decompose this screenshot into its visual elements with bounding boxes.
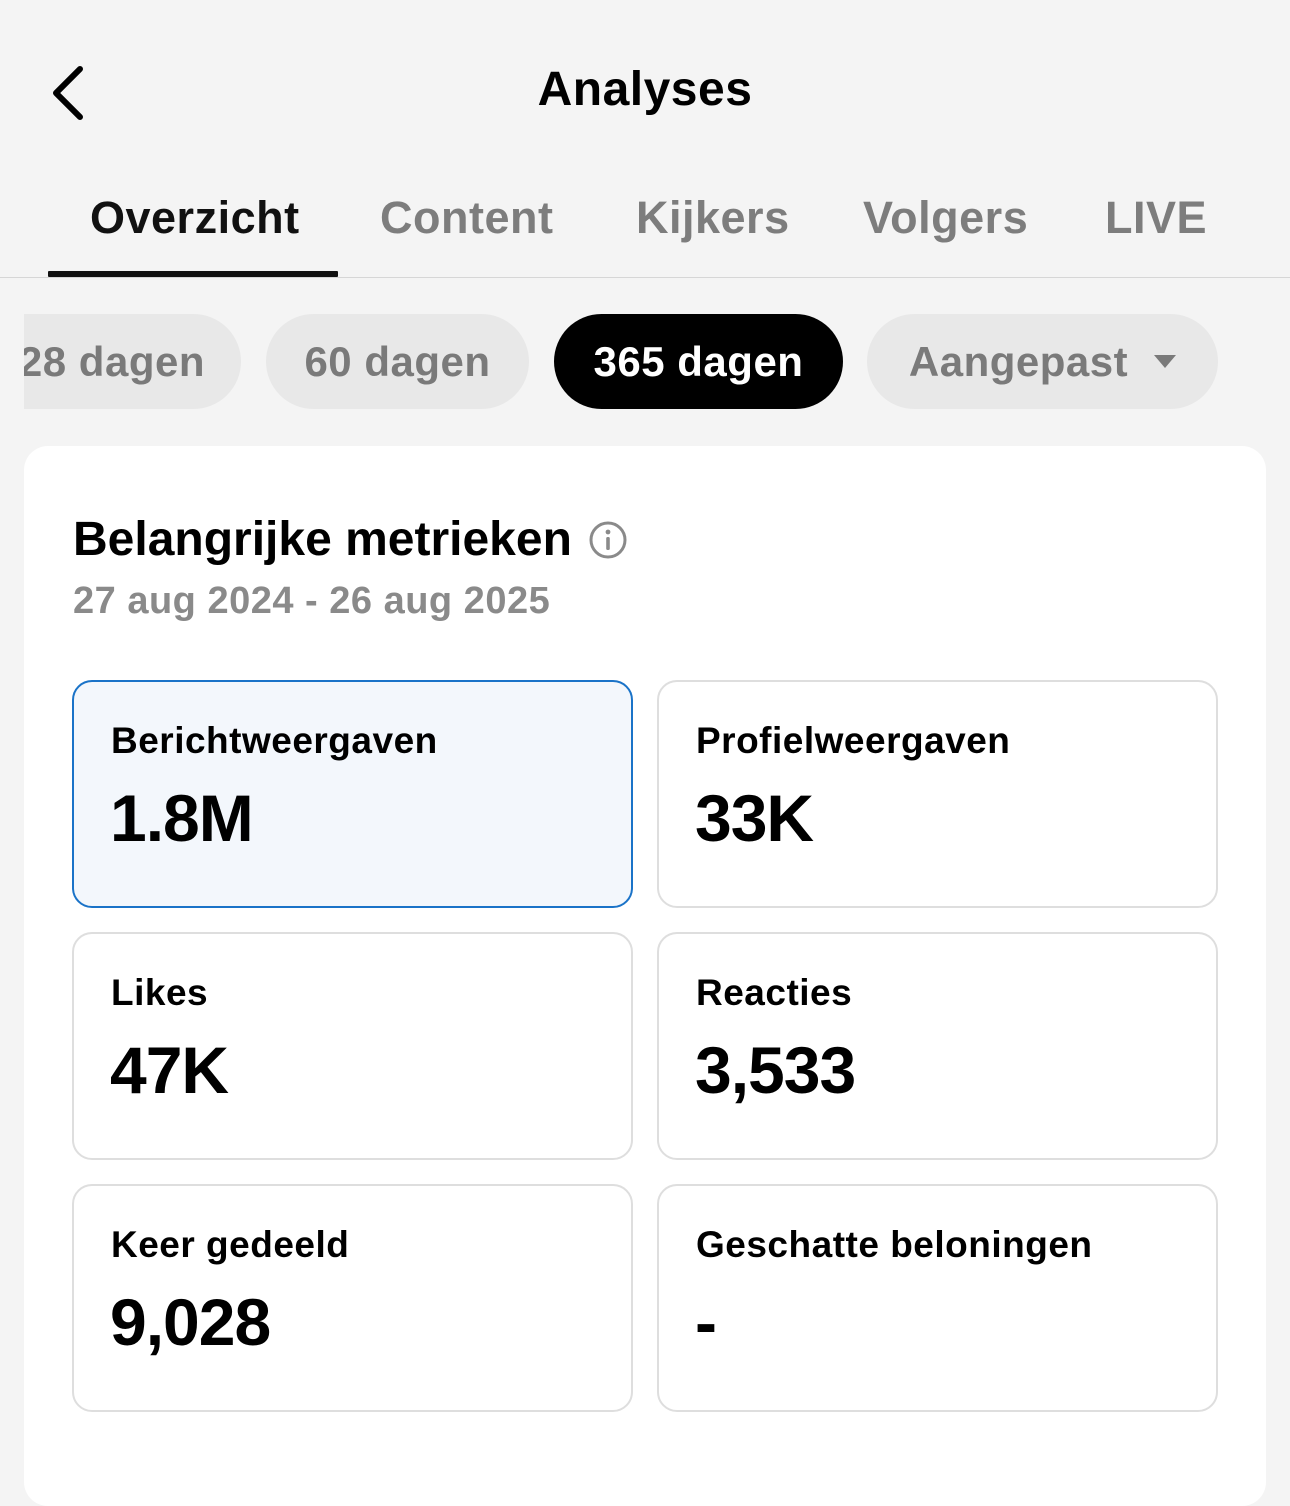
metric-value: 33K — [695, 781, 814, 855]
tab-bar: Overzicht Content Kijkers Volgers LIVE — [0, 180, 1290, 278]
tab-kijkers[interactable]: Kijkers — [636, 192, 790, 243]
metric-label: Berichtweergaven — [111, 720, 438, 761]
metric-profile-views[interactable]: Profielweergaven 33K — [657, 680, 1218, 908]
metric-value: 3,533 — [695, 1033, 856, 1107]
info-icon[interactable] — [588, 520, 628, 560]
metric-comments[interactable]: Reacties 3,533 — [657, 932, 1218, 1160]
metric-estimated-rewards[interactable]: Geschatte beloningen - — [657, 1184, 1218, 1412]
section-title: Belangrijke metrieken — [73, 512, 628, 567]
filter-custom[interactable]: Aangepast — [867, 314, 1218, 409]
tab-content[interactable]: Content — [380, 192, 554, 243]
tab-live[interactable]: LIVE — [1105, 192, 1208, 243]
date-range: 27 aug 2024 - 26 aug 2025 — [73, 580, 551, 622]
date-filter-row: 28 dagen 60 dagen 365 dagen Aangepast — [24, 314, 1290, 410]
filter-60-days-label: 60 dagen — [304, 337, 491, 385]
metric-value: - — [695, 1285, 717, 1359]
filter-365-days[interactable]: 365 dagen — [554, 314, 843, 409]
tab-volgers[interactable]: Volgers — [863, 192, 1029, 243]
metric-label: Keer gedeeld — [111, 1224, 350, 1265]
key-metrics-card: Belangrijke metrieken 27 aug 2024 - 26 a… — [24, 446, 1266, 1506]
metric-value: 47K — [110, 1033, 229, 1107]
metric-value: 1.8M — [110, 781, 254, 855]
caret-down-icon — [1154, 354, 1177, 369]
metric-label: Reacties — [696, 972, 853, 1013]
metric-likes[interactable]: Likes 47K — [72, 932, 633, 1160]
filter-28-days[interactable]: 28 dagen — [24, 314, 241, 409]
filter-28-days-label: 28 dagen — [24, 337, 205, 385]
metric-post-views[interactable]: Berichtweergaven 1.8M — [72, 680, 633, 908]
metric-label: Likes — [111, 972, 209, 1013]
top-bar: Analyses — [0, 0, 1290, 180]
filter-365-days-label: 365 dagen — [593, 337, 804, 385]
filter-custom-label: Aangepast — [908, 337, 1129, 385]
metric-value: 9,028 — [110, 1285, 271, 1359]
chevron-left-icon — [53, 66, 83, 120]
back-button[interactable] — [38, 58, 98, 128]
filter-60-days[interactable]: 60 dagen — [266, 314, 529, 409]
metric-label: Profielweergaven — [696, 720, 1011, 761]
metric-shares[interactable]: Keer gedeeld 9,028 — [72, 1184, 633, 1412]
section-title-text: Belangrijke metrieken — [73, 513, 572, 566]
active-tab-indicator — [48, 271, 338, 277]
metric-label: Geschatte beloningen — [696, 1224, 1093, 1265]
tab-overzicht[interactable]: Overzicht — [90, 192, 300, 243]
page-title: Analyses — [537, 63, 753, 116]
